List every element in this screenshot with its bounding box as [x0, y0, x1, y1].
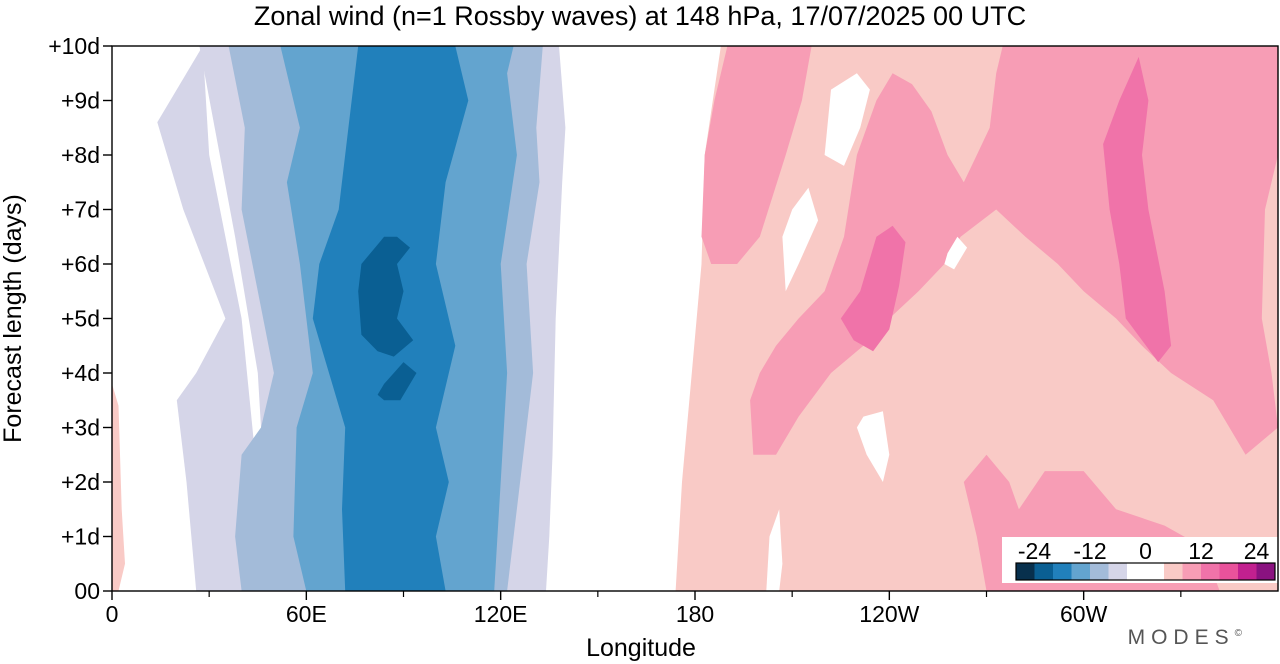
colorbar-swatch	[1201, 563, 1220, 580]
contour-region-17	[856, 411, 890, 482]
y-tick-label: +7d	[61, 197, 100, 223]
contour-region-10	[750, 46, 1278, 455]
x-axis-label: Longitude	[586, 634, 696, 662]
colorbar-tick-label: 12	[1188, 538, 1214, 564]
y-tick-label: +6d	[61, 251, 100, 277]
brand-watermark: MODES©	[1128, 626, 1242, 650]
contour-region-6	[358, 236, 414, 357]
x-tick-label: 0	[106, 601, 119, 627]
brand-name: MODES	[1127, 626, 1235, 649]
colorbar-swatch	[1164, 563, 1183, 580]
contour-region-9	[701, 46, 812, 264]
colorbar-swatch	[1238, 563, 1257, 580]
y-tick-label: +5d	[61, 306, 100, 332]
colorbar-swatch	[1053, 563, 1072, 580]
y-tick-label: +9d	[61, 88, 100, 114]
colorbar-swatch	[1090, 563, 1109, 580]
y-tick-label: +1d	[61, 524, 100, 550]
x-tick-label: 120E	[474, 601, 528, 627]
contour-region-0	[112, 383, 125, 591]
brand-mark: ©	[1234, 628, 1242, 639]
contour-region-13	[1103, 56, 1172, 363]
contour-regions	[112, 46, 1278, 591]
contour-region-15	[824, 73, 870, 166]
colorbar-swatch	[1182, 563, 1201, 580]
colorbar-swatch	[1071, 563, 1090, 580]
colorbar: -24 -12 0 12 24	[1002, 537, 1279, 583]
axes: 0 60E 120E 180 120W 60W 00 +1d +2d +3d +4d +5d +6d +7…	[0, 33, 1182, 662]
y-tick-label: 00	[74, 578, 100, 604]
x-tick-label: 60E	[286, 601, 327, 627]
y-axis-label: Forecast length (days)	[0, 194, 27, 443]
colorbar-swatch	[1034, 563, 1053, 580]
x-tick-label: 120W	[859, 601, 919, 627]
colorbar-swatch	[1219, 563, 1238, 580]
colorbar-tick-label: 0	[1139, 538, 1152, 564]
y-tick-label: +3d	[61, 415, 100, 441]
contour-region-14	[944, 236, 968, 270]
contour-region-2	[157, 46, 258, 591]
y-tick-label: +8d	[61, 142, 100, 168]
contour-region-16	[782, 187, 819, 292]
y-tick-label: +2d	[61, 469, 100, 495]
colorbar-swatch	[1108, 563, 1127, 580]
contour-region-12	[840, 225, 906, 352]
x-tick-label: 60W	[1060, 601, 1108, 627]
colorbar-swatch	[1127, 563, 1164, 580]
y-tick-label: +10d	[48, 33, 100, 59]
colorbar-swatch	[1016, 563, 1035, 580]
colorbar-tick-label: 24	[1244, 538, 1270, 564]
y-tick-label: +4d	[61, 360, 100, 386]
chart-title: Zonal wind (n=1 Rossby waves) at 148 hPa…	[253, 1, 1027, 31]
colorbar-tick-label: -24	[1018, 538, 1051, 564]
contour-region-7	[377, 362, 417, 401]
x-tick-label: 180	[676, 601, 714, 627]
contour-region-18	[766, 509, 783, 591]
colorbar-swatch	[1256, 563, 1275, 580]
colorbar-frame	[1015, 562, 1276, 581]
colorbar-tick-label: -12	[1073, 538, 1106, 564]
